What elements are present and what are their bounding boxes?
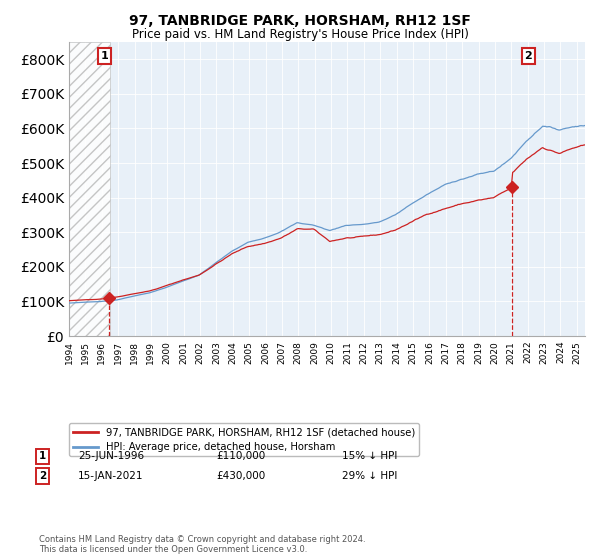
Legend: 97, TANBRIDGE PARK, HORSHAM, RH12 1SF (detached house), HPI: Average price, deta: 97, TANBRIDGE PARK, HORSHAM, RH12 1SF (d… bbox=[69, 423, 419, 456]
Text: 15-JAN-2021: 15-JAN-2021 bbox=[78, 471, 143, 481]
Text: 29% ↓ HPI: 29% ↓ HPI bbox=[342, 471, 397, 481]
Text: £430,000: £430,000 bbox=[216, 471, 265, 481]
Text: 97, TANBRIDGE PARK, HORSHAM, RH12 1SF: 97, TANBRIDGE PARK, HORSHAM, RH12 1SF bbox=[129, 14, 471, 28]
Text: 1: 1 bbox=[101, 51, 109, 61]
Text: 15% ↓ HPI: 15% ↓ HPI bbox=[342, 451, 397, 461]
Text: 2: 2 bbox=[524, 51, 532, 61]
Text: Price paid vs. HM Land Registry's House Price Index (HPI): Price paid vs. HM Land Registry's House … bbox=[131, 28, 469, 41]
Text: 25-JUN-1996: 25-JUN-1996 bbox=[78, 451, 144, 461]
Bar bbox=[69, 42, 110, 336]
Text: Contains HM Land Registry data © Crown copyright and database right 2024.
This d: Contains HM Land Registry data © Crown c… bbox=[39, 535, 365, 554]
Text: 2: 2 bbox=[39, 471, 46, 481]
Text: £110,000: £110,000 bbox=[216, 451, 265, 461]
Text: 1: 1 bbox=[39, 451, 46, 461]
